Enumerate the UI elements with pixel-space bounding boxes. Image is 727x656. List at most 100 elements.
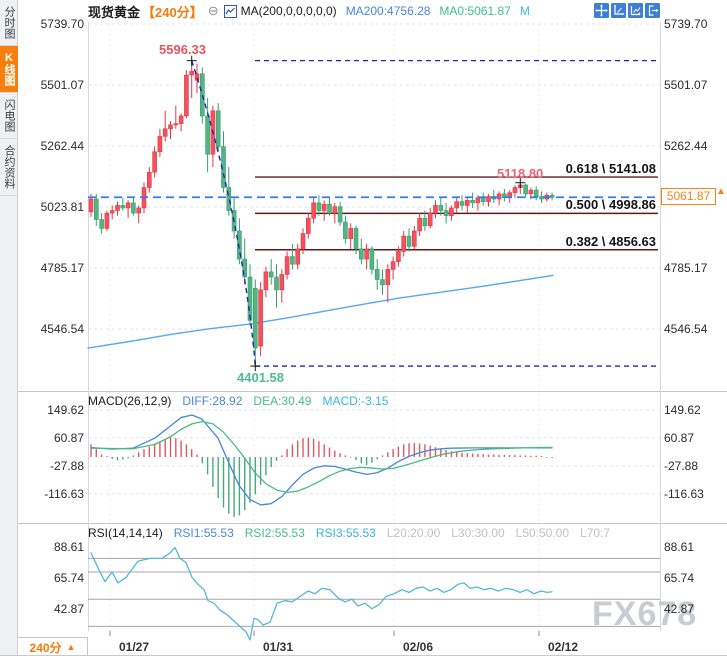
drawing-trend-curve: [191, 60, 256, 367]
candle-body: [141, 187, 147, 209]
main-macd-divider: [18, 391, 727, 392]
candle-body: [390, 261, 396, 270]
sidebar: 分时图 K线图 闪电图 合约资料: [0, 0, 18, 655]
fib-618-label: 0.618 \ 5141.08: [565, 161, 656, 176]
candle-body: [512, 187, 518, 193]
sidebar-tab-lightning[interactable]: 闪电图: [0, 93, 18, 139]
macd-axis-label-left: -116.63: [44, 486, 84, 501]
candle-body: [205, 115, 210, 155]
price-axis-label-left: 4546.54: [40, 322, 84, 336]
candle-body: [411, 230, 417, 247]
candle-body: [94, 198, 99, 220]
candle-body: [200, 73, 205, 117]
rsi-l20-label: L20:20.00: [386, 526, 441, 540]
chart-draw-icon[interactable]: [628, 3, 643, 18]
exit-view-icon[interactable]: [645, 3, 660, 18]
candle-body: [189, 70, 194, 76]
rsi-params-label[interactable]: RSI(14,14,14): [88, 526, 163, 540]
macd-axis-label-left: 60.87: [53, 430, 84, 445]
candle-body: [258, 289, 263, 347]
candle-body: [88, 198, 94, 213]
pan-icon[interactable]: [594, 3, 609, 18]
collapse-circle-icon[interactable]: ⊖: [207, 3, 219, 18]
price-axis-label-right: 4546.54: [664, 322, 708, 336]
date-axis-label: 01/27: [119, 640, 150, 654]
candle-body: [337, 206, 343, 223]
candle-body: [115, 205, 120, 211]
candle-body: [374, 269, 380, 280]
macd-axis-label-right: 60.87: [664, 430, 695, 445]
candle-body: [332, 206, 338, 214]
candle-body: [221, 146, 226, 188]
candle-body: [533, 189, 539, 197]
candle-body: [147, 171, 152, 188]
candle-body: [443, 210, 449, 216]
candle-body: [152, 151, 157, 173]
candle-body: [99, 219, 104, 229]
macd-diff-value: DIFF:28.92: [182, 394, 243, 408]
symbol-title: 现货黄金: [88, 4, 141, 20]
price-axis-label-left: 5262.44: [40, 139, 84, 153]
swing-low-price-label: 4401.58: [237, 370, 284, 385]
candle-body: [247, 276, 253, 321]
candle-body: [162, 128, 168, 137]
candle-body: [268, 271, 274, 278]
candle-body: [284, 256, 290, 275]
candle-body: [438, 205, 444, 211]
rsi-axis-label-right: 65.74: [664, 570, 695, 585]
current-price-arrow-icon: ▲: [716, 186, 726, 197]
price-axis-label-left: 4785.17: [40, 261, 84, 275]
rsi-l50-label: L50:50.00: [515, 526, 570, 540]
indicator-settings-icon[interactable]: [223, 4, 237, 18]
candle-body: [449, 207, 454, 216]
rsi-header: RSI(14,14,14) RSI1:55.53 RSI2:55.53 RSI3…: [88, 526, 610, 540]
candle-body: [168, 124, 173, 130]
macd-axis-label-left: 149.62: [47, 402, 84, 417]
price-axis-label-right: 4785.17: [664, 261, 708, 275]
fib-382-label: 0.382 \ 4856.63: [565, 234, 656, 249]
price-axis-label-right: 5501.07: [664, 78, 708, 92]
candle-body: [321, 203, 327, 211]
ma0-value: MA0:5061.87: [439, 4, 511, 18]
candle-body: [305, 217, 311, 234]
candle-body: [422, 217, 428, 227]
price-axis-label-right: 5739.70: [664, 17, 708, 31]
rsi-l70-label: L70:7: [580, 526, 611, 540]
time-axis-bar: 240分 ▲ 01/27 01/31 02/06 02/12: [18, 631, 727, 655]
candle-body: [364, 248, 369, 260]
candle-body: [279, 274, 285, 291]
candle-body: [417, 217, 422, 232]
date-axis-label: 02/06: [403, 640, 434, 654]
rsi-axis-label-left: 88.61: [53, 539, 84, 554]
candle-body: [433, 205, 438, 214]
candle-body: [311, 202, 316, 219]
ma-settings-label[interactable]: MA(200,0,0,0,0,0): [240, 4, 337, 18]
macd-params-label[interactable]: MACD(26,12,9): [88, 394, 172, 408]
sidebar-tab-contract-info[interactable]: 合约资料: [0, 139, 18, 196]
period-selector[interactable]: 240分 ▲: [18, 637, 88, 655]
rsi-line: [90, 546, 553, 641]
sidebar-tab-timeshare[interactable]: 分时图: [0, 0, 18, 46]
candle-body: [231, 210, 237, 232]
sidebar-tab-kline[interactable]: K线图: [0, 46, 18, 93]
candle-body: [210, 110, 216, 155]
candle-body: [523, 184, 528, 195]
right-plot-border: [660, 22, 661, 655]
candle-body: [353, 228, 359, 250]
candle-body: [396, 251, 401, 262]
candle-body: [528, 189, 534, 195]
candle-body: [226, 187, 232, 211]
rsi2-value: RSI2:55.53: [244, 526, 305, 540]
price-axis-label-right: 5262.44: [664, 139, 708, 153]
candle-body: [184, 74, 189, 117]
ma-more-value: M: [519, 4, 530, 18]
axis-scale-icon[interactable]: [611, 3, 626, 18]
macd-axis-label-left: -27.88: [49, 458, 84, 473]
candle-body: [358, 248, 364, 260]
candle-body: [215, 110, 221, 147]
candle-body: [120, 205, 126, 209]
current-price-tag: 5061.87: [661, 188, 716, 205]
candle-body: [253, 287, 258, 349]
candle-body: [295, 248, 301, 265]
